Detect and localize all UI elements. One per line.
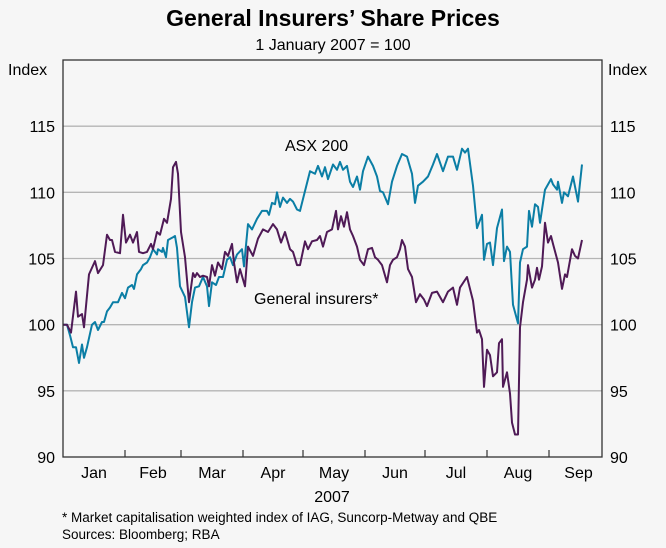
x-tick-label: May: [319, 465, 349, 482]
y-tick-label-right: 110: [610, 185, 636, 202]
y-tick-label-left: 105: [28, 252, 55, 269]
x-tick-label: Sep: [564, 465, 593, 482]
x-tick-label: Jan: [81, 465, 107, 482]
y-tick-label-right: 105: [610, 252, 637, 269]
series-line-general-insurers: [63, 160, 583, 436]
x-axis-label: 2007: [314, 489, 350, 506]
sources-note: Sources: Bloomberg; RBA: [62, 527, 220, 542]
x-tick-label: Feb: [139, 465, 167, 482]
y-tick-label-right: 90: [610, 450, 628, 467]
series-lines: [63, 147, 583, 436]
x-ticks: Jan Feb Mar Apr May Jun Jul Aug Sep: [81, 450, 593, 482]
y-tick-label-right: 100: [610, 318, 637, 335]
footnote: * Market capitalisation weighted index o…: [62, 510, 497, 525]
chart-subtitle: 1 January 2007 = 100: [255, 37, 410, 54]
y-tick-label-left: 115: [29, 119, 55, 136]
x-tick-label: Mar: [198, 465, 226, 482]
series-line-asx200: [63, 147, 583, 364]
y-tick-label-left: 90: [37, 450, 55, 467]
y-tick-label-left: 95: [37, 384, 55, 401]
series-label-general-insurers: General insurers*: [254, 291, 379, 308]
x-tick-label: Aug: [504, 465, 532, 482]
gridlines: [63, 125, 602, 392]
y-tick-label-right: 115: [610, 119, 636, 136]
chart-title: General Insurers’ Share Prices: [166, 5, 500, 31]
series-label-asx200: ASX 200: [285, 138, 348, 155]
y-tick-label-right: 95: [610, 384, 628, 401]
y-tick-label-left: 100: [28, 318, 55, 335]
plot-frame: [62, 59, 603, 458]
y-axis-label-left: Index: [8, 62, 47, 79]
x-tick-label: Jul: [446, 465, 466, 482]
y-tick-label-left: 110: [29, 185, 55, 202]
x-tick-label: Apr: [261, 465, 287, 482]
x-tick-label: Jun: [382, 465, 408, 482]
y-axis-label-right: Index: [608, 62, 647, 79]
y-tick-labels: 90 90 95 95 100 100 105 105 110 110 115 115: [28, 119, 637, 467]
